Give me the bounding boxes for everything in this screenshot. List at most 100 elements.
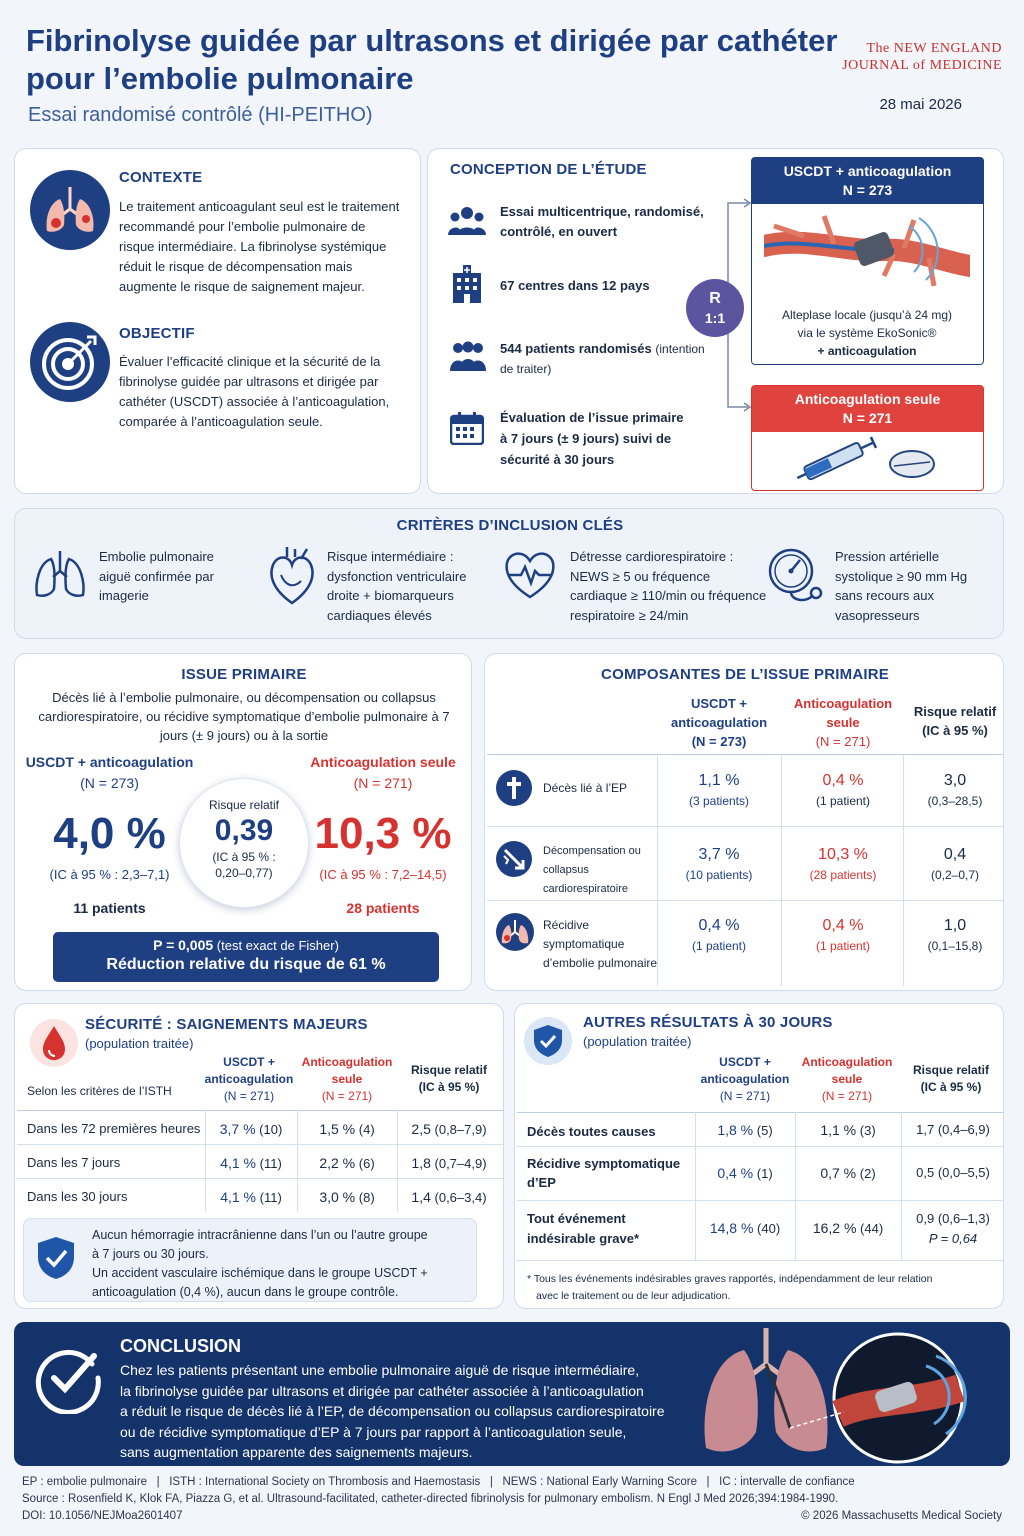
relative-risk-circle: Risque relatif 0,39 (IC à 95 % : 0,20–0,… (179, 778, 309, 908)
safety-note-text: Aucun hémorragie intracrânienne dans l’u… (92, 1228, 428, 1299)
other-row-2-uscdt: 0,4 % (1) (717, 1165, 773, 1181)
publication-date: 28 mai 2026 (879, 96, 962, 113)
inclusion-item-4: Pression artérielle systolique ≥ 90 mm H… (835, 549, 968, 623)
inclusion-item-2: Risque intermédiaire : dysfonction ventr… (327, 549, 467, 623)
component-1-rr: 3,0 (0,3–28,5) (927, 772, 983, 808)
hospital-icon (450, 265, 484, 303)
calendar-icon (450, 411, 484, 445)
patients-icon (448, 341, 488, 371)
arm-uscdt-header: USCDT + anticoagulation N = 273 (752, 158, 983, 204)
heart-rate-icon (503, 549, 557, 599)
other-row-3-label: Tout événement indésirable grave* (527, 1211, 639, 1246)
other-row-1-anticoag: 1,1 % (3) (820, 1122, 876, 1138)
journal-logo: The NEW ENGLAND JOURNAL of MEDICINE (842, 41, 1002, 73)
safety-title: SÉCURITÉ : SAIGNEMENTS MAJEURS (85, 1016, 368, 1033)
conclusion-text: Chez les patients présentant une embolie… (120, 1362, 665, 1460)
design-item-3: 544 patients randomisés (intention de tr… (500, 341, 705, 376)
footer-abbreviations: EP : embolie pulmonaire | ISTH : Interna… (22, 1476, 855, 1488)
primary-arm-uscdt: USCDT + anticoagulation (N = 273) 4,0 % … (17, 754, 202, 916)
safety-col-anticoag: Anticoagulation seule (N = 271) (301, 1055, 393, 1103)
safety-row-2-label: Dans les 7 jours (27, 1155, 121, 1170)
page-title: Fibrinolyse guidée par ultrasons et diri… (26, 23, 838, 96)
safety-note-box: Aucun hémorragie intracrânienne dans l’u… (23, 1218, 477, 1302)
other-row-2-anticoag: 0,7 % (2) (820, 1165, 876, 1181)
safety-population: (population traitée) (85, 1036, 194, 1051)
other-title: AUTRES RÉSULTATS À 30 JOURS (583, 1014, 833, 1031)
components-title: COMPOSANTES DE L’ISSUE PRIMAIRE (601, 666, 889, 683)
safety-row-3-label: Dans les 30 jours (27, 1189, 128, 1204)
other-row-1-rr: 1,7 (0,4–6,9) (916, 1122, 990, 1137)
lungs-icon (29, 169, 111, 251)
other-results-panel: AUTRES RÉSULTATS À 30 JOURS (population … (514, 1003, 1004, 1309)
design-title: CONCEPTION DE L’ÉTUDE (450, 161, 647, 178)
design-item-1: Essai multicentrique, randomisé, contrôl… (500, 204, 704, 239)
primary-outcome-panel: ISSUE PRIMAIRE Décès lié à l’embolie pul… (14, 653, 472, 991)
context-title: CONTEXTE (119, 169, 203, 186)
arm-uscdt-description: Alteplase locale (jusqu’à 24 mg) via le … (781, 308, 953, 358)
arm-anticoag-card: Anticoagulation seule N = 271 (751, 385, 984, 491)
other-population: (population traitée) (583, 1034, 692, 1049)
primary-arm-anticoag: Anticoagulation seule (N = 271) 10,3 % (… (293, 754, 473, 916)
other-row-3-anticoag: 16,2 % (44) (812, 1220, 884, 1236)
safety-col-rr: Risque relatif (IC à 95 %) (410, 1063, 488, 1094)
footer-source: Source : Rosenfield K, Klok FA, Piazza G… (22, 1493, 839, 1505)
safety-row-header: Selon les critères de l’ISTH (27, 1084, 172, 1098)
other-row-1-label: Décès toutes causes (527, 1124, 656, 1139)
safety-col-uscdt: USCDT + anticoagulation (N = 271) (204, 1055, 294, 1103)
group-icon (448, 205, 486, 237)
safety-row-1-rr: 2,5 (0,8–7,9) (411, 1121, 487, 1137)
design-item-2: 67 centres dans 12 pays (500, 278, 650, 293)
other-col-rr: Risque relatif (IC à 95 %) (912, 1063, 990, 1094)
component-3-rr: 1,0 (0,1–15,8) (927, 917, 983, 953)
safety-row-3-uscdt: 4,1 % (11) (220, 1189, 282, 1205)
safety-row-3-anticoag: 3,0 % (8) (319, 1189, 375, 1205)
component-2-rr: 0,4 (0,2–0,7) (930, 846, 980, 882)
primary-anticoag-value: 10,3 % (314, 809, 452, 858)
component-label-3: Récidive symptomatique d’embolie pulmona… (543, 918, 658, 970)
component-2-uscdt: 3,7 % (10 patients) (685, 846, 753, 882)
inclusion-item-3: Détresse cardiorespiratoire : NEWS ≥ 5 o… (570, 549, 767, 623)
safety-row-3-rr: 1,4 (0,6–3,4) (411, 1189, 487, 1205)
inclusion-title: CRITÈRES D’INCLUSION CLÉS (396, 517, 624, 534)
components-col-uscdt: USCDT + anticoagulation (N = 273) (670, 696, 768, 749)
component-label-2: Décompensation ou collapsus cardiorespir… (543, 845, 641, 895)
safety-row-2-uscdt: 4,1 % (11) (220, 1155, 282, 1171)
other-row-3-uscdt: 14,8 % (40) (709, 1220, 781, 1236)
lungs-icon (33, 549, 87, 601)
conclusion-title: CONCLUSION (120, 1336, 241, 1356)
footer: EP : embolie pulmonaire | ISTH : Interna… (22, 1474, 1002, 1525)
component-1-anticoag: 0,4 % (1 patient) (815, 772, 871, 808)
inclusion-item-1: Embolie pulmonaire aiguë confirmée par i… (99, 549, 214, 603)
safety-panel: SÉCURITÉ : SAIGNEMENTS MAJEURS (populati… (14, 1003, 504, 1309)
conclusion-banner: CONCLUSION Chez les patients présentant … (14, 1322, 1010, 1466)
primary-description: Décès lié à l’embolie pulmonaire, ou déc… (38, 690, 450, 743)
shield-check-icon (523, 1016, 573, 1066)
cross-icon (495, 769, 533, 807)
heart-icon (267, 545, 317, 605)
study-design-panel: CONCEPTION DE L’ÉTUDE Essai multicentriq… (427, 148, 1004, 494)
footer-doi: DOI: 10.1056/NEJMoa2601407 (22, 1510, 183, 1522)
component-2-anticoag: 10,3 % (28 patients) (809, 846, 877, 882)
other-row-1-uscdt: 1,8 % (5) (717, 1122, 773, 1138)
other-col-anticoag: Anticoagulation seule (N = 271) (801, 1055, 893, 1103)
lungs-icon (495, 912, 535, 952)
other-row-2-rr: 0,5 (0,0–5,5) (916, 1165, 990, 1180)
context-objective-panel: CONTEXTE Le traitement anticoagulant seu… (14, 148, 421, 494)
objective-title: OBJECTIF (119, 325, 195, 342)
arm-anticoag-header: Anticoagulation seule N = 271 (752, 386, 983, 432)
component-3-uscdt: 0,4 % (1 patient) (691, 917, 747, 953)
blood-drop-icon (29, 1018, 79, 1068)
design-item-4: Évaluation de l’issue primaire à 7 jours… (500, 410, 684, 467)
components-col-rr: Risque relatif (IC à 95 %) (913, 704, 997, 738)
context-text: Le traitement anticoagulant seul est le … (119, 199, 400, 294)
page-subtitle: Essai randomisé contrôlé (HI-PEITHO) (28, 104, 373, 126)
arm-uscdt-card: USCDT + anticoagulation N = 273 Alteplas… (751, 157, 984, 365)
target-icon (29, 321, 111, 403)
component-1-uscdt: 1,1 % (3 patients) (688, 772, 750, 808)
safety-row-1-anticoag: 1,5 % (4) (319, 1121, 375, 1137)
catheter-illustration (764, 206, 970, 298)
randomization-badge: R 1:1 (686, 279, 744, 337)
syringe-pill-icon (794, 436, 944, 486)
safety-row-2-anticoag: 2,2 % (6) (319, 1155, 375, 1171)
shield-check-icon (36, 1235, 76, 1281)
